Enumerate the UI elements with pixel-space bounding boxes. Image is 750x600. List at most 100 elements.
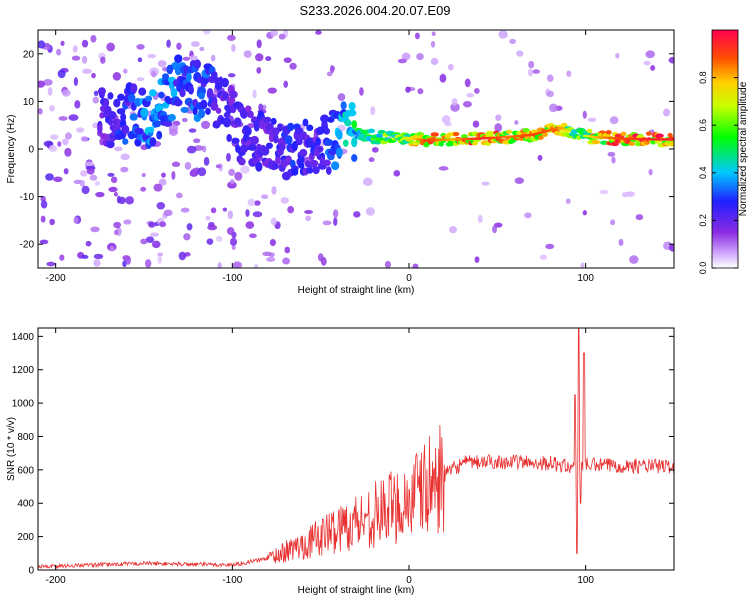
heatmap-cell xyxy=(217,262,222,268)
heatmap-cell xyxy=(384,260,392,268)
heatmap-cell xyxy=(147,126,155,134)
heatmap-cell xyxy=(57,69,66,79)
heatmap-cell xyxy=(295,138,303,146)
heatmap-cell xyxy=(416,53,424,61)
heatmap-cell xyxy=(145,236,155,244)
heatmap-cell xyxy=(103,98,110,108)
heatmap-cell xyxy=(239,108,249,119)
spectrogram-heatmap xyxy=(38,30,674,268)
heatmap-cell xyxy=(38,40,46,49)
heatmap-cell xyxy=(92,96,99,104)
heatmap-cell xyxy=(121,124,130,135)
heatmap-cell xyxy=(250,135,259,145)
heatmap-cell xyxy=(110,176,118,184)
heatmap-cell xyxy=(231,245,236,250)
heatmap-cell xyxy=(539,254,548,260)
heatmap-cell xyxy=(215,164,222,169)
heatmap-cell xyxy=(238,157,246,166)
heatmap-cell xyxy=(277,123,283,132)
heatmap-cell xyxy=(514,120,519,125)
heatmap-cell xyxy=(287,205,295,214)
heatmap-cell xyxy=(607,151,616,157)
heatmap-cell xyxy=(255,161,263,172)
heatmap-cell xyxy=(253,122,260,132)
heatmap-cell xyxy=(91,72,96,79)
heatmap-cell xyxy=(151,240,161,249)
heatmap-cell xyxy=(97,123,103,134)
snr-ytick-label: 400 xyxy=(17,499,34,510)
colorbar-tick-label: 0.6 xyxy=(698,119,708,132)
heatmap-cell xyxy=(206,89,214,100)
heatmap-cell xyxy=(90,35,97,43)
heatmap-cell xyxy=(270,30,279,37)
heatmap-cell xyxy=(100,56,106,64)
heatmap-cell xyxy=(113,98,121,108)
heatmap-cell xyxy=(669,243,674,252)
colorbar-tick-label: 0.0 xyxy=(698,262,708,275)
heatmap-cell xyxy=(265,56,272,62)
heatmap-cell xyxy=(163,209,173,217)
heatmap-cell xyxy=(234,171,243,181)
heatmap-cell xyxy=(89,174,98,181)
heatmap-cell xyxy=(81,55,88,64)
heatmap-cell xyxy=(516,50,524,57)
heatmap-cell xyxy=(545,243,555,250)
heatmap-cell xyxy=(278,33,286,40)
heatmap-cell xyxy=(265,142,273,149)
heatmap-cell xyxy=(140,186,147,192)
snr-ytick-label: 1200 xyxy=(12,365,35,376)
heatmap-cell xyxy=(95,191,105,198)
heatmap-cell xyxy=(335,147,343,158)
heatmap-cell xyxy=(198,92,206,100)
heatmap-cell xyxy=(397,58,407,64)
snr-xtick-label: 0 xyxy=(406,575,412,586)
heatmap-cell xyxy=(232,261,243,268)
heatmap-cell xyxy=(168,128,178,136)
heatmap-cell xyxy=(524,212,532,219)
colorbar-label: Normalized spectral amplitude xyxy=(738,81,749,216)
heatmap-cell xyxy=(565,198,571,204)
heatmap-cell xyxy=(340,101,347,110)
heatmap-cell xyxy=(261,194,269,200)
snr-ytick-label: 1400 xyxy=(12,332,35,343)
heatmap-cell xyxy=(149,137,157,147)
heatmap-cell xyxy=(464,78,471,88)
heatmap-cell xyxy=(648,168,653,176)
heatmap-cell xyxy=(629,255,639,264)
heatmap-cell xyxy=(302,119,309,127)
heatmap-cell xyxy=(430,40,436,48)
heatmap-cell xyxy=(156,202,166,210)
heatmap-cell xyxy=(130,83,138,94)
heatmap-cell xyxy=(73,216,79,224)
heatmap-cell xyxy=(324,138,334,146)
heatmap-cell xyxy=(152,120,162,128)
heatmap-cell xyxy=(229,90,238,99)
heatmap-cell xyxy=(161,172,166,178)
heatmap-cell xyxy=(85,240,92,247)
colorbar-gradient xyxy=(711,29,739,269)
heatmap-cell xyxy=(333,217,338,226)
heatmap-cell xyxy=(65,132,72,140)
heatmap-cell xyxy=(127,93,136,103)
heatmap-cell xyxy=(82,68,92,74)
heatmap-cell xyxy=(158,91,165,99)
heatmap-cell xyxy=(450,102,460,112)
heatmap-cell xyxy=(244,126,252,136)
heatmap-cell xyxy=(107,118,113,126)
heatmap-cell xyxy=(655,133,664,138)
heatmap-cell xyxy=(207,224,218,231)
heatmap-cell xyxy=(368,157,375,163)
snr-ytick-label: 200 xyxy=(17,532,34,543)
heatmap-cell xyxy=(509,38,516,45)
heatmap-cell xyxy=(460,134,469,139)
heatmap-cell xyxy=(668,142,674,147)
heatmap-cell xyxy=(205,107,211,115)
heatmap-cell xyxy=(148,221,156,228)
colorbar-ticks: 0.0 0.2 0.4 0.6 0.8 xyxy=(698,71,738,274)
heatmap-cell xyxy=(514,177,525,184)
heatmap-cell xyxy=(312,166,320,175)
heatmap-cell xyxy=(210,207,217,214)
heatmap-cell xyxy=(528,68,533,77)
heatmap-cell xyxy=(97,87,106,96)
